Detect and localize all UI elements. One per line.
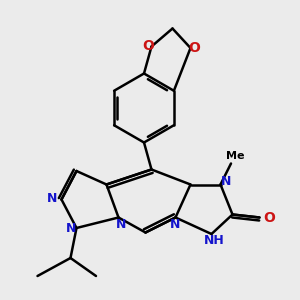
Text: O: O (263, 211, 275, 224)
Text: NH: NH (204, 233, 225, 247)
Text: N: N (170, 218, 181, 231)
Text: N: N (47, 191, 58, 205)
Text: N: N (116, 218, 126, 231)
Text: O: O (188, 41, 200, 55)
Text: N: N (221, 175, 232, 188)
Text: Me: Me (226, 151, 245, 161)
Text: N: N (66, 222, 76, 235)
Text: O: O (142, 40, 154, 53)
